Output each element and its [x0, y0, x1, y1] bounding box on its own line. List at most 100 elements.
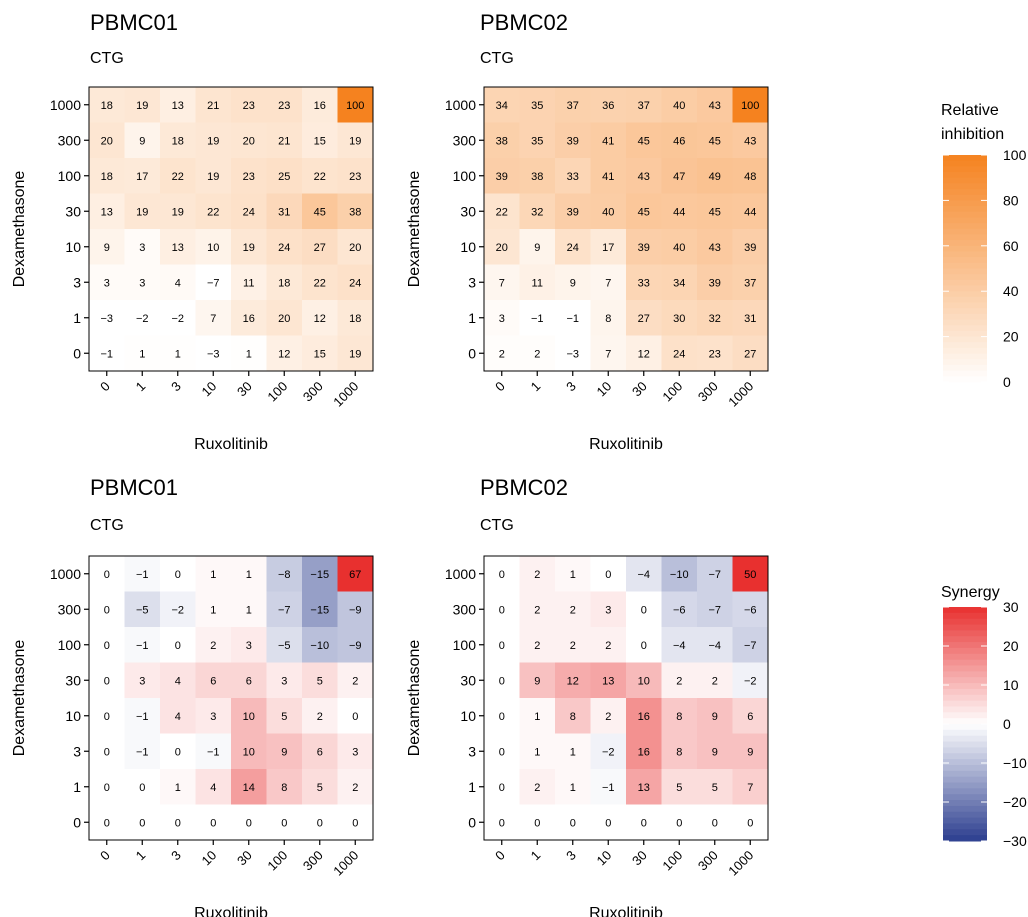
colorbar-segment: [943, 753, 987, 760]
cell-value-label: −9: [349, 604, 362, 616]
cell-value-label: 0: [570, 817, 576, 829]
colorbar-segment: [943, 770, 987, 778]
cell-value-label: 13: [602, 675, 614, 687]
cell-value-label: 19: [136, 100, 148, 112]
y-tick-label: 1: [468, 779, 476, 795]
heatmap-cell: [160, 87, 196, 123]
heatmap-cell: [697, 87, 733, 123]
cell-value-label: 0: [104, 640, 110, 652]
cell-value-label: −2: [171, 604, 184, 616]
heatmap-cell: [555, 556, 591, 592]
heatmap-cell: [519, 769, 556, 805]
heatmap-cell: [555, 769, 591, 805]
cell-value-label: 1: [175, 348, 181, 360]
heatmap-cell: [266, 229, 303, 265]
colorbar-segment: [943, 630, 987, 637]
y-tick-label: 30: [460, 203, 476, 219]
colorbar-tick-label: 20: [1003, 638, 1019, 654]
cell-value-label: 8: [570, 711, 576, 723]
heatmap-cell: [89, 769, 125, 805]
x-tick-label: 3: [168, 379, 184, 395]
cell-value-label: 39: [567, 135, 579, 147]
cell-value-label: 23: [709, 348, 721, 360]
cell-value-label: 48: [744, 171, 756, 183]
cell-value-label: 1: [570, 569, 576, 581]
cell-value-label: 3: [139, 277, 145, 289]
cell-value-label: 0: [104, 711, 110, 723]
cell-value-label: 38: [349, 206, 361, 218]
heatmap-cell: [266, 591, 303, 628]
heatmap-cell: [195, 662, 232, 699]
x-axis-title: Ruxolitinib: [589, 436, 663, 453]
cell-value-label: 2: [352, 675, 358, 687]
cell-value-label: 1: [139, 348, 145, 360]
cell-value-label: 4: [175, 675, 181, 687]
cell-value-label: 2: [570, 640, 576, 652]
colorbar-segment: [943, 747, 987, 754]
heatmap-cell: [484, 193, 520, 230]
heatmap-cell: [484, 300, 520, 336]
heatmap-cell: [231, 87, 267, 123]
cell-value-label: 10: [243, 711, 255, 723]
cell-value-label: 45: [709, 135, 721, 147]
heatmap-cell: [626, 733, 662, 770]
heatmap-cell: [302, 122, 338, 159]
colorbar-segment: [943, 370, 987, 377]
cell-value-label: 38: [531, 171, 543, 183]
cell-value-label: 0: [641, 604, 647, 616]
heatmap-cell: [337, 804, 374, 841]
cell-value-label: −1: [207, 746, 220, 758]
cell-value-label: 6: [317, 746, 323, 758]
cell-value-label: 7: [499, 277, 505, 289]
heatmap-cell: [484, 335, 520, 372]
cell-value-label: 40: [673, 100, 685, 112]
cell-value-label: 4: [210, 782, 216, 794]
cell-value-label: 5: [712, 782, 718, 794]
heatmap-cell: [337, 662, 374, 699]
heatmap-cell: [697, 733, 733, 770]
colorbar-segment: [943, 624, 987, 631]
heatmap-cell: [302, 698, 338, 734]
cell-value-label: 3: [281, 675, 287, 687]
heatmap-cell: [160, 158, 196, 194]
heatmap-cell: [626, 193, 662, 230]
heatmap-cell: [626, 264, 662, 301]
cell-value-label: 20: [496, 242, 508, 254]
cell-value-label: 10: [638, 675, 650, 687]
heatmap-cell: [124, 591, 161, 628]
cell-value-label: −1: [531, 313, 544, 325]
cell-value-label: 19: [243, 242, 255, 254]
colorbar-segment: [943, 268, 987, 275]
x-axis-title: Ruxolitinib: [194, 905, 268, 917]
panel-border: [483, 555, 769, 841]
y-tick-label: 1000: [445, 566, 476, 582]
heatmap-cell: [124, 229, 161, 265]
cell-value-label: 3: [104, 277, 110, 289]
colorbar-segment: [943, 200, 987, 207]
heatmap-cell: [555, 158, 591, 194]
heatmap-cell: [732, 769, 769, 805]
cell-value-label: 18: [278, 277, 290, 289]
heatmap-cell: [590, 193, 627, 230]
cell-value-label: 39: [496, 171, 508, 183]
cell-value-label: −4: [708, 640, 721, 652]
colorbar-segment: [943, 342, 987, 349]
heatmap-cell: [302, 556, 338, 592]
heatmap-cell: [89, 158, 125, 194]
heatmap-cell: [484, 229, 520, 265]
cell-value-label: 0: [712, 817, 718, 829]
heatmap-cell: [160, 591, 196, 628]
heatmap-cell: [484, 769, 520, 805]
heatmap-cell: [231, 229, 267, 265]
heatmap-cell: [519, 662, 556, 699]
colorbar-segment: [943, 776, 987, 783]
colorbar-segment: [943, 618, 987, 626]
cell-value-label: 9: [534, 675, 540, 687]
cell-value-label: 12: [314, 313, 326, 325]
colorbar-segment: [943, 794, 987, 801]
colorbar-segment: [943, 683, 987, 690]
cell-value-label: 17: [602, 242, 614, 254]
heatmap-cell: [302, 193, 338, 230]
cell-value-label: 23: [243, 171, 255, 183]
heatmap-cell: [484, 264, 520, 301]
